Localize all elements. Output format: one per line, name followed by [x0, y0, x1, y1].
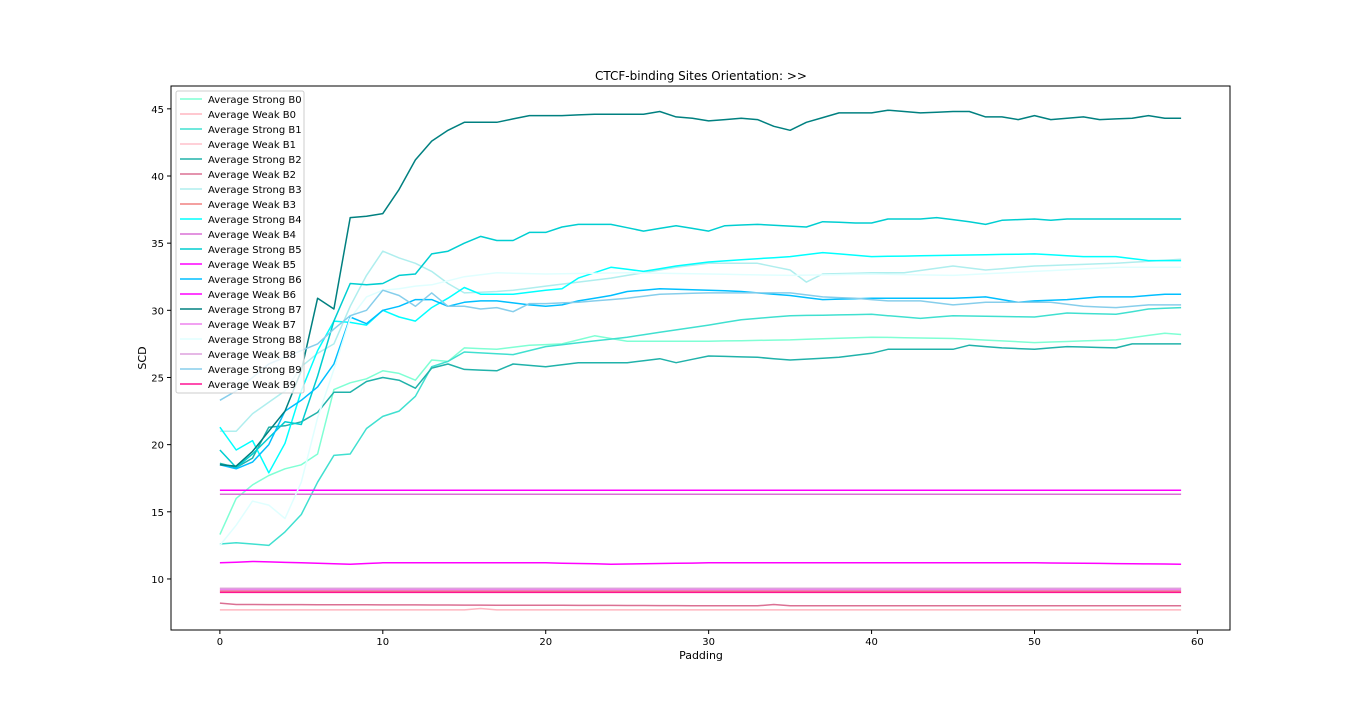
- y-tick-label: 30: [151, 306, 164, 317]
- legend: Average Strong B0 Average Weak B0 Average …: [175, 90, 305, 394]
- series-line-15: [219, 109, 1182, 467]
- legend-entry: Average Weak B1: [208, 140, 296, 151]
- legend-entry: Average Strong B0: [208, 95, 302, 106]
- legend-entry: Average Strong B8: [208, 335, 302, 346]
- x-tick-label: 20: [539, 637, 552, 648]
- legend-entry: Average Weak B3: [208, 200, 296, 211]
- series-line-1: [219, 332, 1182, 535]
- x-tick-label: 40: [865, 637, 878, 648]
- legend-entry: Average Weak B4: [208, 230, 296, 241]
- series-line-19: [219, 289, 1182, 401]
- legend-entry: Average Weak B7: [208, 320, 296, 331]
- legend-entry: Average Weak B0: [208, 110, 296, 121]
- series-line-7: [219, 250, 1182, 432]
- legend-entry: Average Strong B1: [208, 125, 302, 136]
- series-layer: [219, 109, 1182, 611]
- chart-title: CTCF-binding Sites Orientation: >>: [595, 69, 807, 83]
- legend-entry: Average Strong B5: [208, 245, 302, 256]
- y-tick-label: 15: [151, 508, 164, 519]
- y-tick-label: 10: [151, 575, 164, 586]
- legend-entry: Average Strong B9: [208, 365, 302, 376]
- legend-entry: Average Strong B3: [208, 185, 302, 196]
- plot-frame: [170, 85, 1231, 631]
- series-line-5: [219, 343, 1182, 469]
- series-line-11: [219, 216, 1182, 469]
- axis-layer: 0 10 20 30 40 50 60 10 15 20 25 30 35 40 45: [151, 105, 1204, 648]
- x-tick-label: 30: [702, 637, 715, 648]
- legend-entry: Average Strong B2: [208, 155, 302, 166]
- series-line-14: [219, 560, 1182, 565]
- legend-entry: Average Weak B2: [208, 170, 296, 181]
- x-tick-label: 50: [1028, 637, 1041, 648]
- x-tick-label: 60: [1191, 637, 1204, 648]
- y-tick-label: 25: [151, 373, 164, 384]
- x-axis-label: Padding: [679, 649, 723, 662]
- legend-entry: Average Weak B8: [208, 350, 296, 361]
- y-tick-label: 45: [151, 105, 164, 116]
- y-axis-label: SCD: [136, 346, 149, 369]
- legend-entry: Average Weak B9: [208, 380, 296, 391]
- legend-entry: Average Strong B7: [208, 305, 302, 316]
- legend-entry: Average Strong B6: [208, 275, 302, 286]
- legend-box: [175, 90, 305, 394]
- legend-entry: Average Weak B6: [208, 290, 296, 301]
- x-tick-label: 10: [376, 637, 389, 648]
- series-line-3: [219, 306, 1182, 547]
- series-line-2: [219, 607, 1182, 611]
- legend-entry: Average Strong B4: [208, 215, 302, 226]
- y-tick-label: 35: [151, 239, 164, 250]
- y-tick-label: 20: [151, 441, 164, 452]
- series-line-17: [219, 266, 1182, 546]
- legend-entry: Average Weak B5: [208, 260, 296, 271]
- y-tick-label: 40: [151, 172, 164, 183]
- series-line-6: [219, 602, 1182, 607]
- x-tick-label: 0: [217, 637, 223, 648]
